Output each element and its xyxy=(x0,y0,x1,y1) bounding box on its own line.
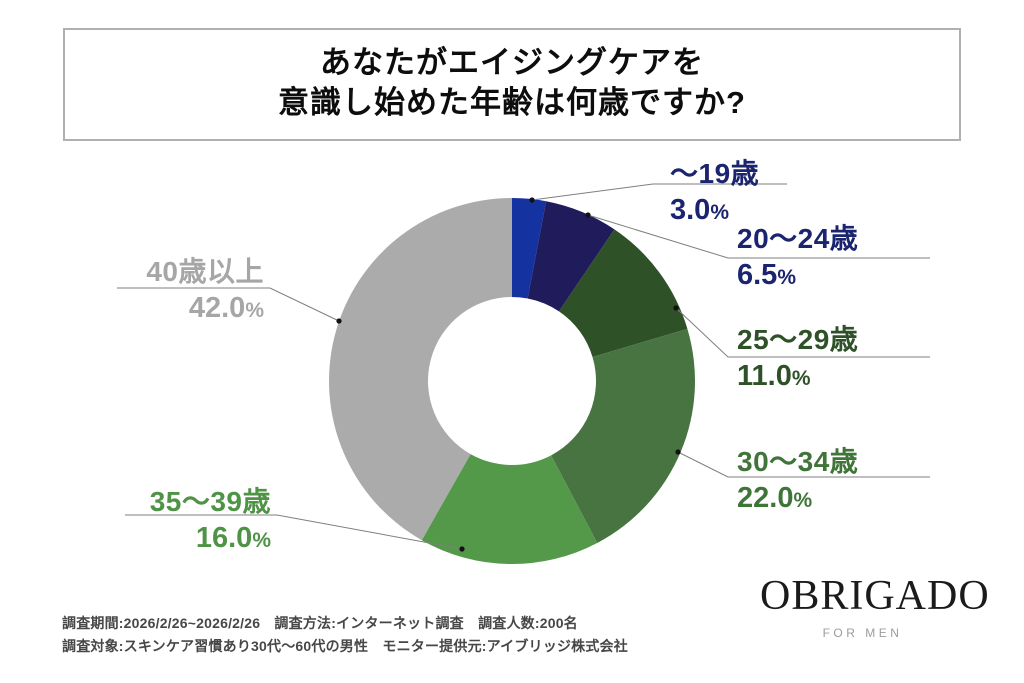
leader-dot xyxy=(336,318,342,324)
leader-line xyxy=(677,451,930,478)
leader-line xyxy=(587,214,930,259)
leader-line xyxy=(125,514,463,550)
percent-sign: % xyxy=(252,529,271,552)
title-line-2: 意識し始めた年齢は何歳ですか? xyxy=(278,85,746,120)
segment-value: 3.0% xyxy=(670,194,730,226)
donut-segment xyxy=(551,328,695,543)
donut-segment xyxy=(421,454,598,565)
donut-segment xyxy=(512,198,547,299)
leader-dot xyxy=(459,546,465,552)
segment-name: 〜19歳 xyxy=(670,158,760,189)
percent-sign: % xyxy=(791,367,811,390)
segment-label-under19: 〜19歳 3.0% xyxy=(670,158,759,228)
segment-name: 40歳以上 xyxy=(146,256,264,287)
leader-line xyxy=(675,307,930,358)
leader-line xyxy=(117,287,340,322)
donut-segment xyxy=(559,229,688,358)
survey-note-line-1: 調査期間:2026/2/26~2026/2/26 調査方法:インターネット調査 … xyxy=(62,615,578,631)
segment-name: 25〜29歳 xyxy=(737,324,859,355)
brand-tagline: FOR MEN xyxy=(822,626,903,640)
survey-note-line-2: 調査対象:スキンケア習慣あり30代〜60代の男性 モニター提供元:アイブリッジ株… xyxy=(62,638,628,654)
segment-value: 16.0% xyxy=(195,522,271,554)
leader-dot xyxy=(673,305,679,311)
segment-label-40plus: 40歳以上 42.0% xyxy=(146,256,264,326)
brand-logo: OBRIGADO FOR MEN xyxy=(760,573,990,640)
segment-label-20-24: 20〜24歳 6.5% xyxy=(737,223,858,293)
leader-dot xyxy=(529,197,535,203)
leader-dot xyxy=(585,212,591,218)
leader-dot xyxy=(675,449,681,455)
percent-sign: % xyxy=(793,489,813,512)
donut-segment xyxy=(329,198,512,541)
segment-value: 42.0% xyxy=(188,292,264,324)
segment-value: 22.0% xyxy=(737,482,813,514)
segment-value: 6.5% xyxy=(737,259,797,291)
brand-name: OBRIGADO xyxy=(760,573,990,619)
donut-segment xyxy=(527,201,615,312)
title-box: あなたがエイジングケアを 意識し始めた年齢は何歳ですか? xyxy=(63,28,961,141)
segment-name: 20〜24歳 xyxy=(737,223,859,254)
segment-name: 35〜39歳 xyxy=(149,486,271,517)
segment-label-25-29: 25〜29歳 11.0% xyxy=(737,324,858,394)
leader-line xyxy=(531,183,787,201)
title-line-1: あなたがエイジングケアを xyxy=(320,45,704,80)
survey-notes: 調査期間:2026/2/26~2026/2/26 調査方法:インターネット調査 … xyxy=(62,612,628,658)
percent-sign: % xyxy=(777,266,797,289)
segment-value: 11.0% xyxy=(737,360,811,392)
percent-sign: % xyxy=(245,299,264,322)
segment-label-30-34: 30〜34歳 22.0% xyxy=(737,446,858,516)
segment-name: 30〜34歳 xyxy=(737,446,859,477)
segment-label-35-39: 35〜39歳 16.0% xyxy=(150,486,271,556)
percent-sign: % xyxy=(710,201,730,224)
